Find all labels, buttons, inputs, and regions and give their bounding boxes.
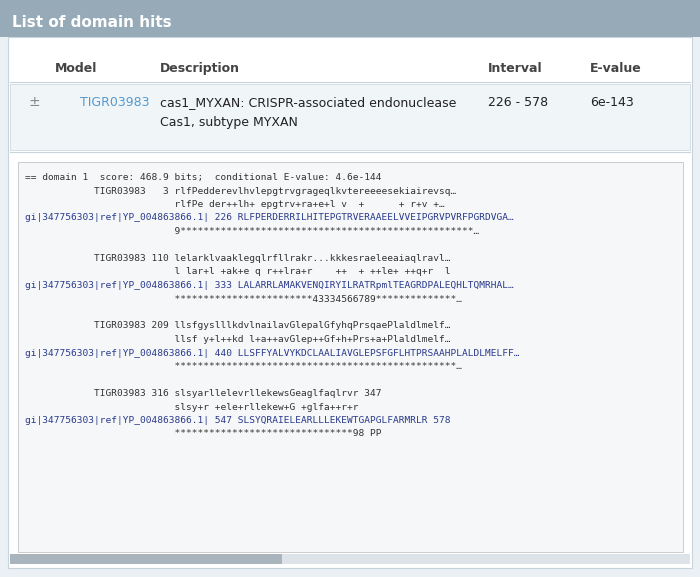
Text: TIGR03983: TIGR03983 xyxy=(80,96,150,109)
FancyBboxPatch shape xyxy=(10,554,690,564)
Text: 6e-143: 6e-143 xyxy=(590,96,634,109)
Text: gi|347756303|ref|YP_004863866.1| 226 RLFPERDERRILHITEPGTRVERAAEELVVEIPGRVPVRFPGR: gi|347756303|ref|YP_004863866.1| 226 RLF… xyxy=(25,213,514,223)
Text: Description: Description xyxy=(160,62,240,75)
Text: TIGR03983 209 llsfgyslllkdvlnailavGlepalGfyhqPrsqaePlaldlmelf…: TIGR03983 209 llsfgyslllkdvlnailavGlepal… xyxy=(25,321,451,331)
Text: llsf y+l++kd l+a++avGlep++Gf+h+Prs+a+Plaldlmelf…: llsf y+l++kd l+a++avGlep++Gf+h+Prs+a+Pla… xyxy=(25,335,451,344)
Text: cas1_MYXAN: CRISPR-associated endonuclease: cas1_MYXAN: CRISPR-associated endonuclea… xyxy=(160,96,456,109)
Text: rlfPe der++lh+ epgtrv+ra+e+l v  +      + r+v +…: rlfPe der++lh+ epgtrv+ra+e+l v + + r+v +… xyxy=(25,200,444,209)
Text: 226 - 578: 226 - 578 xyxy=(488,96,548,109)
FancyBboxPatch shape xyxy=(10,84,690,150)
Text: l lar+l +ak+e q r++lra+r    ++  + ++le+ ++q+r  l: l lar+l +ak+e q r++lra+r ++ + ++le+ ++q+… xyxy=(25,268,451,276)
Text: == domain 1  score: 468.9 bits;  conditional E-value: 4.6e-144: == domain 1 score: 468.9 bits; condition… xyxy=(25,173,382,182)
Text: slsy+r +ele+rllekew+G +glfa++r+r: slsy+r +ele+rllekew+G +glfa++r+r xyxy=(25,403,358,411)
Text: Model: Model xyxy=(55,62,97,75)
Text: gi|347756303|ref|YP_004863866.1| 440 LLSFFYALVYKDCLAALIAVGLEPSFGFLHTPRSAAHPLALDL: gi|347756303|ref|YP_004863866.1| 440 LLS… xyxy=(25,349,519,358)
Text: gi|347756303|ref|YP_004863866.1| 333 LALARRLAMAKVENQIRYILRATRpmlTEAGRDPALEQHLTQM: gi|347756303|ref|YP_004863866.1| 333 LAL… xyxy=(25,281,514,290)
Text: List of domain hits: List of domain hits xyxy=(12,15,172,30)
FancyBboxPatch shape xyxy=(0,0,700,37)
Text: *************************************************…: ****************************************… xyxy=(25,362,462,371)
Text: ±: ± xyxy=(28,95,40,109)
FancyBboxPatch shape xyxy=(18,162,683,552)
Text: *******************************98 PP: *******************************98 PP xyxy=(25,429,382,439)
Text: TIGR03983   3 rlfPedderevlhvlepgtrvgrageqlkvtereeeesekiairevsq…: TIGR03983 3 rlfPedderevlhvlepgtrvgrageql… xyxy=(25,186,456,196)
Text: Cas1, subtype MYXAN: Cas1, subtype MYXAN xyxy=(160,116,298,129)
FancyBboxPatch shape xyxy=(10,554,282,564)
Text: ************************43334566789**************…: ************************43334566789*****… xyxy=(25,294,462,304)
Text: E-value: E-value xyxy=(590,62,642,75)
FancyBboxPatch shape xyxy=(8,37,692,568)
Text: TIGR03983 316 slsyarllelevrllekewsGeaglfaqlrvr 347: TIGR03983 316 slsyarllelevrllekewsGeaglf… xyxy=(25,389,382,398)
Text: Interval: Interval xyxy=(488,62,542,75)
Text: gi|347756303|ref|YP_004863866.1| 547 SLSYQRAIELEARLLLEKEWTGAPGLFARMRLR 578: gi|347756303|ref|YP_004863866.1| 547 SLS… xyxy=(25,416,451,425)
Text: TIGR03983 110 lelarklvaaklegqlrfllrakr...kkkesraeleeaiaqlravl…: TIGR03983 110 lelarklvaaklegqlrfllrakr..… xyxy=(25,254,451,263)
Text: 9***************************************************…: 9***************************************… xyxy=(25,227,480,236)
